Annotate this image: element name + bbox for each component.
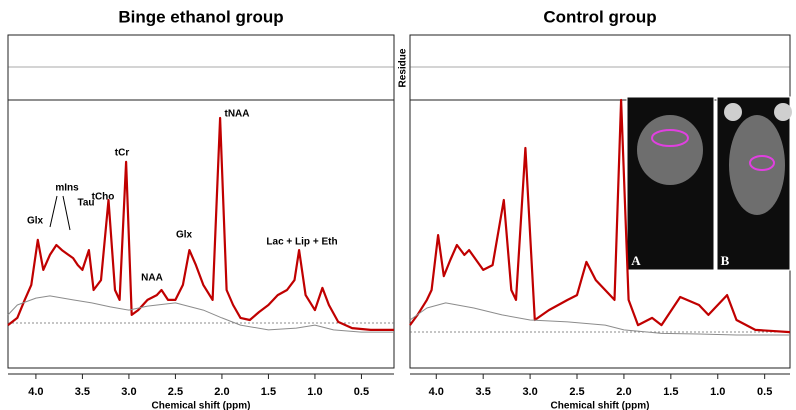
inset-label: B xyxy=(721,253,730,268)
peak-label: Glx xyxy=(176,230,193,241)
x-tick-label: 3.5 xyxy=(476,386,491,398)
x-tick-label: 1.5 xyxy=(261,386,276,398)
peak-label: Lac + Lip + Eth xyxy=(266,237,337,248)
x-tick-label: 4.0 xyxy=(429,386,444,398)
peak-label: tCr xyxy=(115,148,130,159)
x-tick-label: 0.5 xyxy=(757,386,772,398)
x-tick-label: 1.0 xyxy=(307,386,322,398)
panel-title: Binge ethanol group xyxy=(118,7,283,26)
x-tick-label: 2.0 xyxy=(616,386,631,398)
peak-label: tNAA xyxy=(225,109,250,120)
x-tick-label: 1.0 xyxy=(710,386,725,398)
peak-label: tCho xyxy=(92,192,115,203)
x-axis-label: Chemical shift (ppm) xyxy=(152,401,251,410)
peak-label: mIns xyxy=(55,183,79,194)
x-tick-label: 3.0 xyxy=(522,386,537,398)
x-tick-label: 2.5 xyxy=(168,386,183,398)
baseline-line xyxy=(409,302,790,336)
fit-line xyxy=(409,98,791,334)
peak-label: Glx xyxy=(27,216,44,227)
left-panel-frame xyxy=(7,34,395,369)
peak-label: Tau xyxy=(77,198,94,209)
x-tick-label: 2.5 xyxy=(569,386,584,398)
x-tick-label: 1.5 xyxy=(663,386,678,398)
x-tick-label: 0.5 xyxy=(354,386,369,398)
baseline-line xyxy=(7,295,394,333)
residue-label: Residue xyxy=(398,48,409,87)
x-tick-label: 3.5 xyxy=(75,386,90,398)
x-tick-label: 4.0 xyxy=(28,386,43,398)
panel-title: Control group xyxy=(543,7,656,26)
fit-line xyxy=(7,116,394,331)
x-tick-label: 3.0 xyxy=(121,386,136,398)
inset-label: A xyxy=(631,253,641,268)
mri-insets xyxy=(626,96,792,271)
x-tick-label: 2.0 xyxy=(214,386,229,398)
x-axis-label: Chemical shift (ppm) xyxy=(551,401,650,410)
peak-label: NAA xyxy=(141,273,163,284)
